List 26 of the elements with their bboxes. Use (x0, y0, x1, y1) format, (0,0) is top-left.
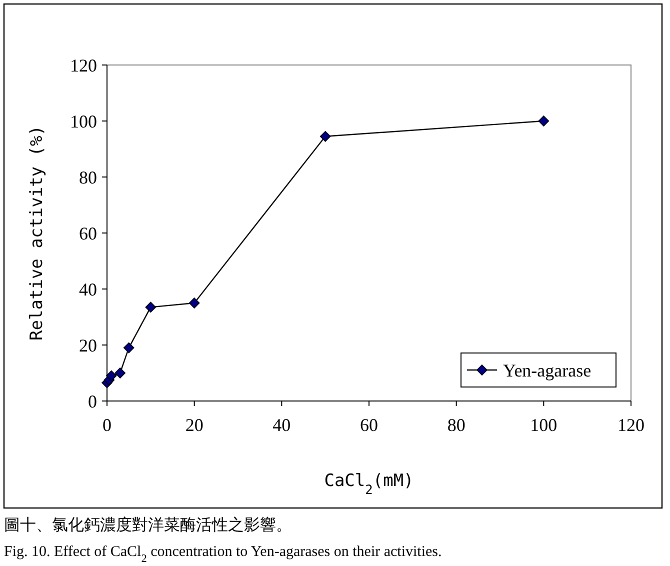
legend-label: Yen-agarase (503, 360, 592, 380)
point (188, 298, 200, 308)
point (106, 370, 117, 382)
point (123, 342, 134, 354)
x-tick-label: 100 (530, 415, 558, 435)
y-tick-label: 40 (79, 279, 97, 300)
y-tick-label: 120 (70, 55, 97, 76)
x-tick-label: 120 (618, 415, 644, 435)
x-tick-label: 20 (185, 415, 204, 435)
y-tick-label: 100 (70, 111, 97, 132)
text: 圖十、氯化鈣濃度對洋菜酶活性之影響。 (4, 515, 292, 534)
x-tick-label: 80 (447, 415, 466, 435)
point (320, 131, 331, 142)
x-tick-label: 0 (102, 415, 112, 435)
point (145, 302, 156, 313)
y-tick-label: 0 (88, 391, 97, 412)
y-tick-label: 20 (79, 335, 97, 356)
x-tick-label: 40 (272, 415, 291, 435)
caption: Fig. 10. Effect of CaCl$_{2}$ concentration to Yen-agarases on their activities. (4, 544, 442, 565)
x-axis-title: CaCl$_{2}$(mM) (324, 471, 414, 498)
point (538, 116, 550, 126)
y-axis-title: Relative activity (%) (27, 126, 47, 340)
y-tick-label: 60 (79, 223, 97, 244)
point (114, 368, 126, 378)
x-tick-label: 60 (360, 415, 378, 435)
y-tick-label: 80 (79, 167, 97, 188)
